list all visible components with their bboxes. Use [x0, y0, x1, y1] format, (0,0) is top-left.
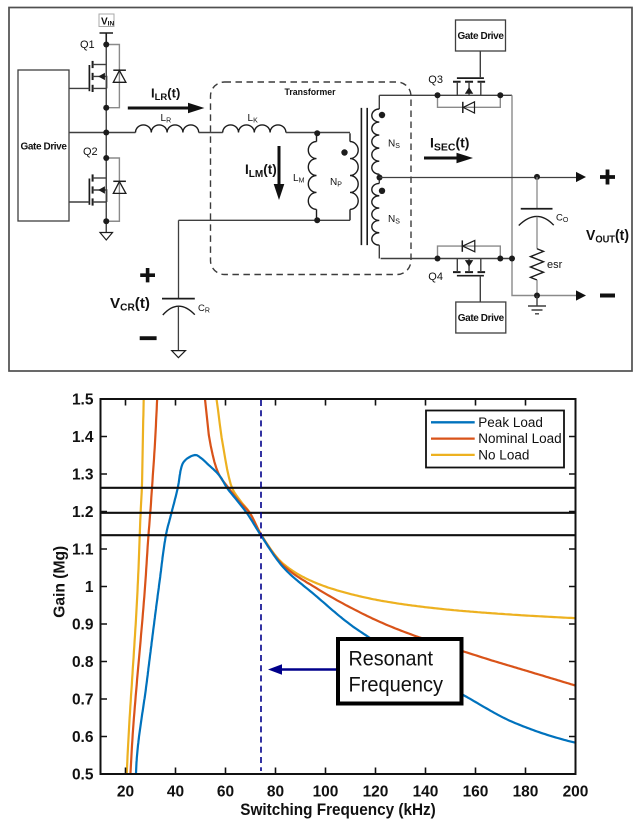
svg-text:180: 180 — [513, 784, 539, 801]
svg-text:0.6: 0.6 — [72, 729, 94, 746]
svg-text:CR: CR — [198, 303, 210, 315]
svg-text:NS: NS — [388, 214, 400, 226]
svg-text:LK: LK — [248, 113, 259, 125]
svg-text:esr: esr — [547, 259, 563, 271]
svg-text:0.8: 0.8 — [72, 654, 94, 671]
svg-text:Resonant: Resonant — [349, 648, 434, 671]
svg-text:1.5: 1.5 — [72, 392, 94, 409]
svg-text:Q2: Q2 — [83, 146, 98, 158]
svg-text:Switching Frequency (kHz): Switching Frequency (kHz) — [240, 801, 436, 819]
svg-text:Gate Drive: Gate Drive — [458, 313, 505, 324]
svg-text:1.2: 1.2 — [72, 504, 94, 521]
svg-text:140: 140 — [413, 784, 439, 801]
svg-text:0.9: 0.9 — [72, 617, 94, 634]
svg-text:CO: CO — [556, 213, 569, 225]
svg-text:VIN: VIN — [101, 17, 114, 28]
svg-text:60: 60 — [217, 784, 234, 801]
svg-text:Gate Drive: Gate Drive — [457, 31, 504, 42]
svg-text:Q1: Q1 — [80, 39, 95, 51]
svg-text:40: 40 — [167, 784, 184, 801]
svg-text:Nominal Load: Nominal Load — [478, 431, 561, 446]
svg-text:No Load: No Load — [478, 447, 529, 462]
svg-text:Q4: Q4 — [428, 271, 443, 283]
svg-text:200: 200 — [563, 784, 589, 801]
svg-text:0.5: 0.5 — [72, 767, 94, 784]
svg-text:NS: NS — [388, 139, 400, 151]
svg-text:0.7: 0.7 — [72, 692, 94, 709]
svg-text:1.1: 1.1 — [72, 542, 94, 559]
svg-text:1.4: 1.4 — [72, 429, 94, 446]
svg-text:Peak Load: Peak Load — [478, 415, 543, 430]
svg-text:1: 1 — [85, 579, 94, 596]
svg-text:Frequency: Frequency — [349, 673, 444, 696]
svg-text:160: 160 — [463, 784, 489, 801]
svg-text:20: 20 — [117, 784, 134, 801]
svg-text:ILM(t): ILM(t) — [245, 162, 277, 180]
svg-text:Q3: Q3 — [428, 74, 443, 86]
svg-text:Transformer: Transformer — [285, 87, 336, 98]
svg-text:VCR(t): VCR(t) — [110, 295, 150, 314]
svg-text:Gain (Mg): Gain (Mg) — [52, 546, 69, 618]
svg-text:80: 80 — [267, 784, 284, 801]
svg-text:120: 120 — [363, 784, 389, 801]
svg-text:Gate Drive: Gate Drive — [20, 142, 67, 153]
svg-text:ISEC(t): ISEC(t) — [430, 135, 469, 154]
svg-text:100: 100 — [313, 784, 339, 801]
svg-text:ILR(t): ILR(t) — [151, 86, 180, 104]
svg-text:VOUT(t): VOUT(t) — [586, 227, 629, 246]
svg-text:1.3: 1.3 — [72, 467, 94, 484]
svg-text:NP: NP — [330, 177, 342, 189]
svg-text:LM: LM — [293, 173, 305, 185]
svg-text:LR: LR — [161, 113, 172, 125]
